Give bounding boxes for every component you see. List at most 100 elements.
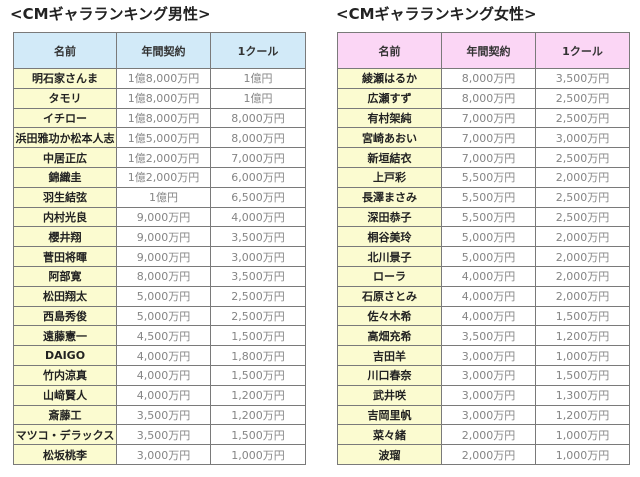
cell-one-cour: 2,000万円: [535, 265, 630, 287]
table-row: 西島秀俊 5,000万円 2,500万円: [13, 305, 306, 327]
cell-annual-contract: 7,000万円: [441, 107, 536, 129]
table-row: 波瑠 2,000万円 1,000万円: [337, 444, 630, 465]
cell-one-cour: 1,200万円: [535, 325, 630, 347]
cell-annual-contract: 4,000万円: [441, 285, 536, 307]
header-annual-contract: 年間契約: [116, 32, 211, 69]
cell-name: 深田恭子: [337, 206, 442, 228]
cell-name: 竹内涼真: [13, 364, 117, 386]
cell-one-cour: 2,500万円: [210, 285, 306, 307]
table-row: 中居正広 1億2,000万円 7,000万円: [13, 147, 306, 168]
cell-name: 波瑠: [337, 444, 442, 465]
cell-name: 吉田羊: [337, 345, 442, 366]
cell-name: 新垣結衣: [337, 147, 442, 168]
cell-one-cour: 2,000万円: [535, 246, 630, 267]
cell-name: 錦織圭: [13, 166, 117, 188]
cell-one-cour: 2,000万円: [535, 166, 630, 188]
table-row: 菜々緒 2,000万円 1,000万円: [337, 424, 630, 446]
cell-one-cour: 1,500万円: [210, 424, 306, 446]
cell-annual-contract: 9,000万円: [116, 206, 211, 228]
table-row: 有村架純 7,000万円 2,500万円: [337, 107, 630, 129]
cell-name: 石原さとみ: [337, 285, 442, 307]
header-one-cour: 1クール: [210, 32, 306, 69]
cell-one-cour: 7,000万円: [210, 147, 306, 168]
women-ranking-title: <CMギャラランキング女性>: [336, 5, 537, 23]
cell-annual-contract: 8,000万円: [116, 265, 211, 287]
cell-name: 北川景子: [337, 246, 442, 267]
cell-annual-contract: 3,500万円: [116, 404, 211, 426]
cell-one-cour: 3,000万円: [535, 127, 630, 149]
cell-annual-contract: 5,500万円: [441, 186, 536, 208]
table-row: 川口春奈 3,000万円 1,500万円: [337, 364, 630, 386]
cell-annual-contract: 4,000万円: [441, 265, 536, 287]
cell-annual-contract: 3,000万円: [116, 444, 211, 465]
cell-annual-contract: 1億5,000万円: [116, 127, 211, 149]
cell-one-cour: 1,500万円: [210, 364, 306, 386]
cell-annual-contract: 3,000万円: [441, 364, 536, 386]
cell-one-cour: 1,500万円: [535, 364, 630, 386]
cell-name: 西島秀俊: [13, 305, 117, 327]
cell-name: マツコ・デラックス: [13, 424, 117, 446]
table-row: マツコ・デラックス 3,500万円 1,500万円: [13, 424, 306, 446]
cell-one-cour: 2,000万円: [535, 226, 630, 248]
cell-name: 高畑充希: [337, 325, 442, 347]
cell-name: 山﨑賢人: [13, 384, 117, 406]
women-ranking-table: 名前 年間契約 1クール 綾瀬はるか 8,000万円 3,500万円 広瀬すず 8,00…: [337, 32, 630, 465]
cell-name: 佐々木希: [337, 305, 442, 327]
table-row: 内村光良 9,000万円 4,000万円: [13, 206, 306, 228]
cell-one-cour: 2,500万円: [535, 206, 630, 228]
cell-annual-contract: 4,500万円: [116, 325, 211, 347]
table-row: 羽生結弦 1億円 6,500万円: [13, 186, 306, 208]
cell-one-cour: 1,000万円: [535, 424, 630, 446]
table-row: 北川景子 5,000万円 2,000万円: [337, 246, 630, 267]
cell-one-cour: 3,500万円: [210, 265, 306, 287]
cell-one-cour: 2,500万円: [210, 305, 306, 327]
cell-name: 櫻井翔: [13, 226, 117, 248]
cell-name: 斎藤工: [13, 404, 117, 426]
cell-name: 中居正広: [13, 147, 117, 168]
cell-annual-contract: 4,000万円: [116, 364, 211, 386]
cell-name: ローラ: [337, 265, 442, 287]
cell-name: 吉岡里帆: [337, 404, 442, 426]
table-header-row: 名前 年間契約 1クール: [337, 32, 630, 69]
table-row: 武井咲 3,000万円 1,300万円: [337, 384, 630, 406]
cell-name: 浜田雅功か松本人志: [13, 127, 117, 149]
cell-name: 松坂桃李: [13, 444, 117, 465]
table-row: 浜田雅功か松本人志 1億5,000万円 8,000万円: [13, 127, 306, 149]
cell-one-cour: 1,500万円: [535, 305, 630, 327]
table-row: タモリ 1億8,000万円 1億円: [13, 87, 306, 109]
cell-name: 阿部寛: [13, 265, 117, 287]
cell-one-cour: 1,800万円: [210, 345, 306, 366]
cell-name: 有村架純: [337, 107, 442, 129]
cell-name: DAIGO: [13, 345, 117, 366]
header-name: 名前: [13, 32, 117, 69]
table-row: 高畑充希 3,500万円 1,200万円: [337, 325, 630, 347]
cell-annual-contract: 1億8,000万円: [116, 107, 211, 129]
table-row: 明石家さんま 1億8,000万円 1億円: [13, 68, 306, 89]
table-row: 松田翔太 5,000万円 2,500万円: [13, 285, 306, 307]
cell-annual-contract: 7,000万円: [441, 127, 536, 149]
table-row: 櫻井翔 9,000万円 3,500万円: [13, 226, 306, 248]
cell-annual-contract: 3,000万円: [441, 384, 536, 406]
cell-annual-contract: 5,000万円: [441, 226, 536, 248]
cell-annual-contract: 3,500万円: [116, 424, 211, 446]
table-row: 斎藤工 3,500万円 1,200万円: [13, 404, 306, 426]
table-row: 石原さとみ 4,000万円 2,000万円: [337, 285, 630, 307]
cell-annual-contract: 1億8,000万円: [116, 68, 211, 89]
table-row: 深田恭子 5,500万円 2,500万円: [337, 206, 630, 228]
cell-one-cour: 2,500万円: [535, 186, 630, 208]
cell-name: 桐谷美玲: [337, 226, 442, 248]
cell-name: 広瀬すず: [337, 87, 442, 109]
cell-annual-contract: 1億2,000万円: [116, 147, 211, 168]
cell-annual-contract: 7,000万円: [441, 147, 536, 168]
cell-annual-contract: 1億8,000万円: [116, 87, 211, 109]
cell-annual-contract: 1億円: [116, 186, 211, 208]
cell-annual-contract: 8,000万円: [441, 87, 536, 109]
table-row: 竹内涼真 4,000万円 1,500万円: [13, 364, 306, 386]
cell-name: タモリ: [13, 87, 117, 109]
table-row: 佐々木希 4,000万円 1,500万円: [337, 305, 630, 327]
cell-name: 宮崎あおい: [337, 127, 442, 149]
cell-one-cour: 1,000万円: [535, 345, 630, 366]
cell-name: 菅田将暉: [13, 246, 117, 267]
cell-name: イチロー: [13, 107, 117, 129]
cell-one-cour: 8,000万円: [210, 127, 306, 149]
